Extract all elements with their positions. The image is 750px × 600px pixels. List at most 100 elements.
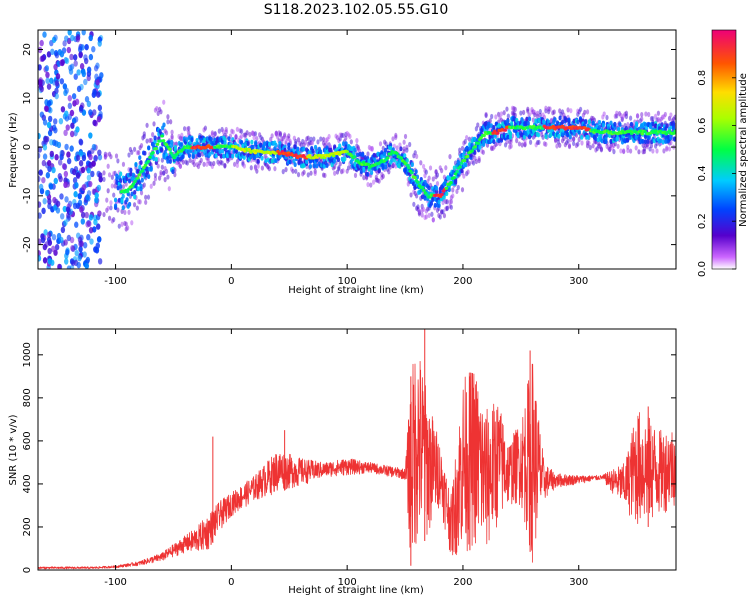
spectral-halo [337, 166, 341, 172]
colorbar-tick-label: 0.0 [697, 261, 708, 277]
spectral-band [373, 166, 378, 172]
spectral-band [498, 123, 502, 129]
spectral-blob [92, 226, 97, 233]
spectral-blob [71, 259, 76, 266]
spectral-halo [202, 161, 206, 167]
spectral-core [294, 153, 298, 157]
spectral-band [113, 203, 118, 209]
spectral-halo [107, 215, 112, 221]
spectral-halo [139, 142, 144, 149]
spectral-core [532, 124, 536, 128]
spectral-halo [341, 132, 345, 138]
spectral-blob [86, 234, 91, 241]
spectral-blob [41, 159, 47, 167]
spectral-band [492, 139, 496, 145]
spectral-blob [59, 213, 65, 220]
spectral-band [405, 158, 409, 163]
spectral-blob [98, 176, 103, 183]
spectral-blob [44, 65, 50, 72]
spectral-band [492, 124, 496, 130]
spectral-band [359, 169, 363, 175]
spectral-halo [283, 132, 287, 138]
spectral-halo [313, 170, 317, 177]
spectral-halo [185, 160, 189, 166]
spectral-blob [53, 118, 58, 125]
spectral-blob [66, 46, 72, 54]
spectral-blob [64, 35, 69, 42]
spectral-band [403, 153, 407, 159]
spectral-core [628, 129, 632, 133]
spectral-halo [506, 113, 510, 119]
spectral-halo [106, 163, 110, 169]
spectral-blob [93, 155, 98, 162]
spectral-blob [64, 110, 69, 117]
spectral-blob [38, 152, 41, 159]
spectral-blob [81, 70, 86, 78]
figure-title: S118.2023.102.05.55.G10 [264, 2, 449, 18]
spectral-band [536, 132, 541, 138]
spectral-halo [528, 139, 533, 145]
snr-x-ticks: -100 0 100 200 300 [104, 329, 588, 588]
spectral-band [227, 136, 231, 142]
spectral-halo [294, 168, 298, 174]
spectral-halo [583, 109, 587, 115]
spectral-halo [572, 136, 576, 142]
spectral-band [490, 133, 495, 139]
spectral-halo [635, 113, 640, 119]
spectral-blob [53, 34, 58, 42]
spectral-blob [71, 117, 77, 124]
spectral-blob [40, 236, 46, 244]
x-tick-label: 200 [453, 577, 472, 588]
spectral-band [629, 121, 634, 127]
spectral-blob [81, 154, 87, 162]
spectral-band [549, 132, 553, 137]
spectral-band [315, 163, 319, 169]
snr-marks [38, 329, 676, 570]
spectral-blob [69, 109, 75, 117]
spectral-blob [90, 170, 95, 178]
spectral-halo [548, 106, 552, 112]
spectral-halo [445, 199, 449, 205]
spectral-band [302, 146, 306, 152]
spectral-band [234, 149, 239, 154]
spectral-halo [166, 174, 170, 180]
spectral-blob [55, 200, 61, 207]
spectral-halo [316, 139, 320, 145]
spectral-halo [428, 165, 433, 171]
spectral-blob [99, 72, 104, 79]
spectral-blob [75, 36, 81, 43]
spectral-band [434, 185, 439, 191]
spectral-halo [309, 170, 313, 176]
spectral-halo [531, 117, 535, 123]
spectral-blob [74, 249, 79, 257]
spectral-halo [622, 148, 626, 154]
snr-series-line [38, 360, 676, 570]
spectral-band [220, 148, 225, 154]
spectral-halo [160, 164, 164, 170]
spectral-halo [649, 143, 654, 149]
spectral-band [626, 137, 630, 143]
spectral-blob [94, 73, 99, 80]
spectral-core [399, 156, 404, 160]
spectral-halo [431, 217, 435, 223]
spectral-blob [46, 51, 52, 58]
spectral-band [153, 135, 157, 141]
spectral-blob [71, 168, 77, 176]
spectral-band [139, 186, 143, 192]
spectral-band [399, 146, 403, 152]
spectral-halo [544, 141, 548, 147]
spectral-halo [535, 110, 540, 116]
spectral-halo [369, 182, 373, 188]
spectral-core [158, 139, 163, 143]
spectral-blob [43, 229, 48, 236]
spectral-band [250, 139, 254, 145]
spectral-halo [270, 133, 274, 139]
spectral-core [422, 188, 426, 192]
spectral-halo [338, 161, 342, 167]
spectral-blob [79, 63, 85, 70]
spectral-blob [60, 106, 66, 113]
spectral-halo [647, 111, 651, 118]
spectral-band [442, 194, 446, 200]
